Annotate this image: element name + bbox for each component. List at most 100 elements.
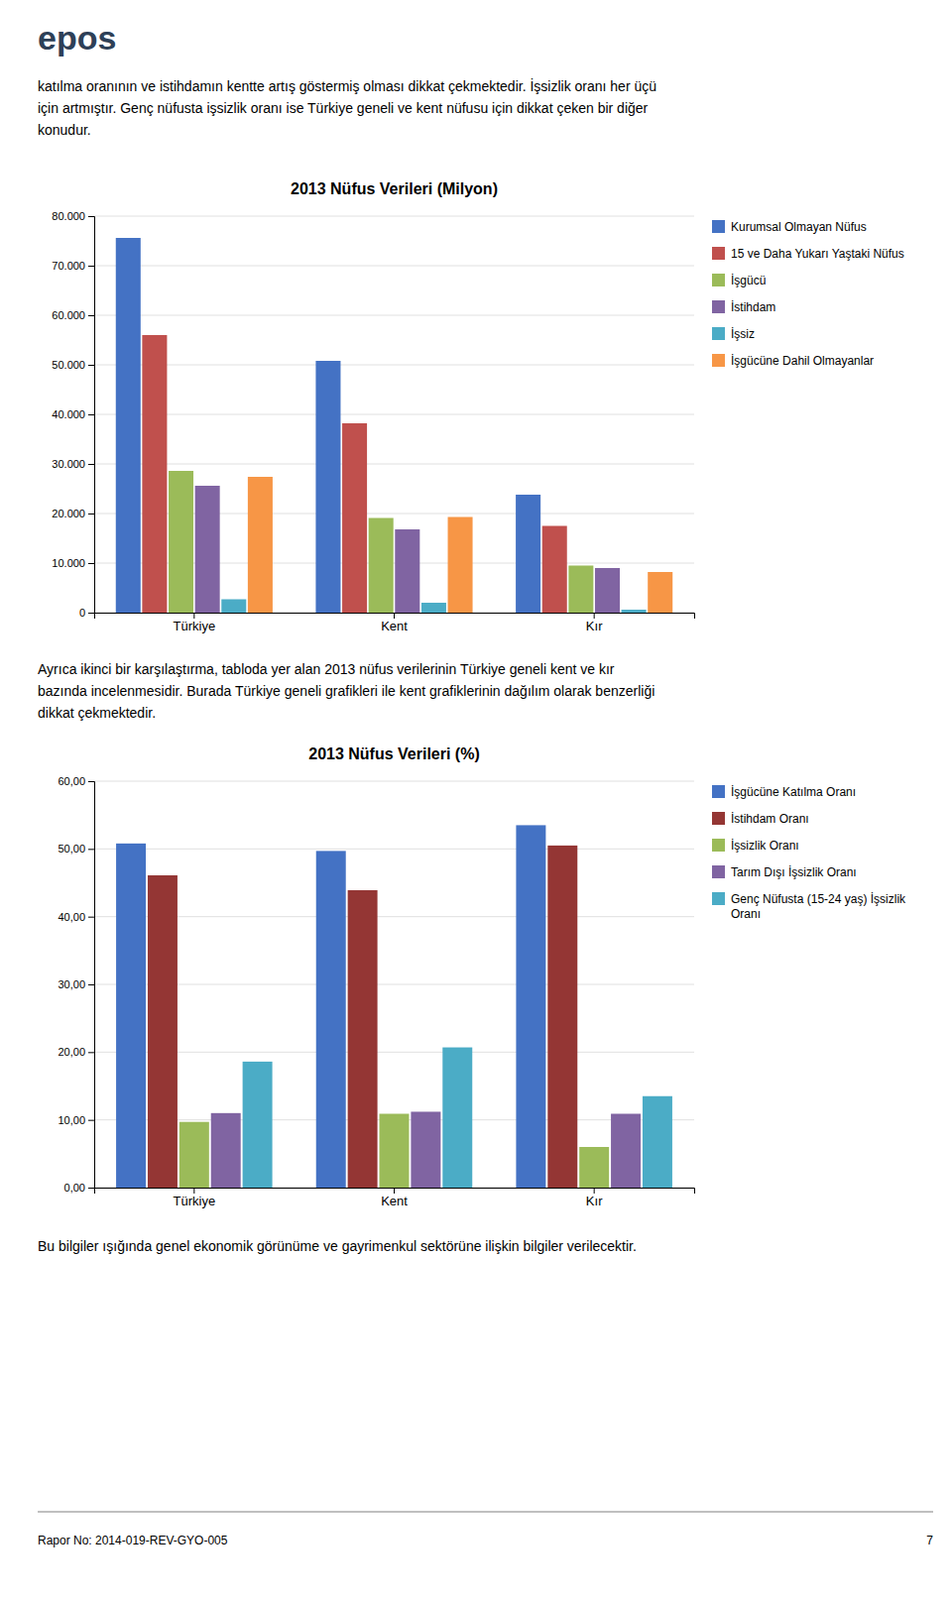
page: eposkatılma oranının ve istihdamın kentt…	[0, 0, 952, 1600]
tick-mark	[88, 513, 95, 515]
tick: 60,00	[57, 775, 95, 788]
tick-label: 10.000	[51, 557, 86, 570]
tick-label: 80.000	[51, 210, 86, 223]
grid	[94, 781, 695, 1189]
tick-label: 10,00	[57, 1114, 86, 1127]
tick: 30,00	[57, 978, 95, 991]
bar	[410, 1111, 441, 1189]
legend-swatch	[712, 246, 725, 260]
tick-mark	[88, 464, 95, 466]
tick: Kent	[380, 612, 408, 634]
tick-label: 60.000	[51, 309, 86, 322]
bar	[147, 875, 178, 1189]
bar	[595, 568, 620, 613]
tick-mark	[393, 1188, 395, 1194]
tick-mark	[88, 848, 95, 850]
bar	[315, 360, 341, 613]
series	[147, 845, 578, 1189]
bar	[179, 1122, 210, 1189]
tick-mark	[88, 414, 95, 416]
tick-mark	[393, 612, 395, 619]
chart: 2013 Nüfus Verileri (%) 0,00 10,00 20,00 30,…	[57, 745, 907, 1209]
tick-label: 20.000	[51, 507, 86, 520]
legend-entry: İstihdam Oranı	[730, 812, 810, 827]
bar	[342, 423, 367, 613]
legend-entry: Genç Nüfusta (15-24 yaş) İşsizlikOranı	[730, 892, 907, 922]
bar	[394, 529, 420, 613]
bar	[195, 485, 221, 613]
bar	[568, 566, 594, 614]
series	[247, 476, 673, 613]
tick-label: 0,00	[64, 1182, 86, 1194]
legend: İşgücüne Katılma Oranıİstihdam Oranıİşsi…	[712, 785, 907, 922]
axis-line	[95, 1189, 696, 1195]
tick: 50,00	[57, 842, 95, 855]
footer: Rapor No: 2014-019-REV-GYO-005	[37, 1534, 229, 1548]
series	[211, 1111, 641, 1189]
bar	[647, 572, 673, 613]
tick-label: Kent	[380, 618, 408, 634]
tick-label: 70.000	[51, 259, 86, 272]
tick-mark	[88, 917, 95, 919]
y-axis: 010.00020.00030.00040.00050.00060.00070.…	[51, 210, 95, 619]
grid-line	[94, 916, 695, 918]
separator	[37, 1512, 934, 1514]
body-text: Bu bilgiler ışığında genel ekonomik görü…	[37, 1238, 637, 1255]
legend-swatch	[712, 220, 725, 234]
legend-entry: 15 ve Daha Yukarı Yaştaki Nüfus	[730, 246, 905, 261]
tick-mark	[193, 612, 195, 619]
bar	[421, 602, 447, 613]
tick: 80.000	[51, 210, 95, 223]
bar	[242, 1062, 273, 1189]
tick-label: 50,00	[57, 842, 86, 855]
bars	[116, 238, 673, 613]
axis-line	[88, 782, 96, 1190]
legend-swatch	[712, 327, 725, 341]
grid-line	[94, 1052, 695, 1054]
tick: 70.000	[51, 259, 95, 272]
axis-line	[88, 217, 96, 614]
tick-mark	[88, 563, 95, 565]
bar	[442, 1048, 473, 1189]
legend: Kurumsal Olmayan Nüfus15 ve Daha Yukarı …	[712, 220, 905, 368]
series	[242, 1048, 673, 1189]
tick-mark	[88, 1120, 95, 1122]
chart-title: 2013 Nüfus Verileri (%)	[308, 745, 480, 763]
tick: 60.000	[51, 309, 95, 322]
x-axis: TürkiyeKentKır	[95, 612, 696, 634]
legend-swatch	[712, 812, 725, 826]
legend-entry: İşsizlik Oranı	[730, 838, 800, 853]
tick: 10.000	[51, 557, 95, 570]
tick-label: 40,00	[57, 911, 86, 924]
bar	[247, 476, 273, 613]
tick-label: Türkiye	[173, 1193, 217, 1209]
grid-line	[94, 464, 695, 466]
legend-swatch	[712, 865, 725, 879]
tick-mark	[88, 612, 95, 614]
chart: 2013 Nüfus Verileri (Milyon)010.00020.00…	[51, 180, 904, 634]
tick: 20,00	[57, 1046, 95, 1059]
legend-swatch	[712, 785, 725, 799]
tick: 10,00	[57, 1114, 95, 1127]
tick-mark	[88, 265, 95, 267]
tick: 30.000	[51, 458, 95, 471]
legend-entry: İşgücüne Dahil Olmayanlar	[730, 354, 874, 368]
legend-entry: Tarım Dışı İşsizlik Oranı	[730, 865, 857, 880]
bar	[448, 517, 474, 614]
tick: 50.000	[51, 358, 95, 371]
grid-line	[94, 315, 695, 317]
bar	[116, 843, 146, 1189]
chart-title: 2013 Nüfus Verileri (Milyon)	[290, 180, 498, 198]
legend-swatch	[712, 273, 725, 287]
tick-label: Kent	[380, 1193, 408, 1209]
series	[141, 335, 567, 613]
y-axis: 0,00 10,00 20,00 30,00 40,00 50,00 60,00	[57, 775, 95, 1194]
plot-area: 0,00 10,00 20,00 30,00 40,00 50,00 60,00 Türkiy…	[57, 775, 695, 1209]
legend-swatch	[712, 838, 725, 852]
bar	[141, 335, 167, 613]
bar	[221, 599, 246, 614]
body-text: için artmıştır. Genç nüfusta işsizlik or…	[37, 100, 649, 117]
plot-area: 010.00020.00030.00040.00050.00060.00070.…	[51, 210, 695, 634]
grid-line	[94, 265, 695, 267]
tick: Kır	[586, 1188, 603, 1209]
